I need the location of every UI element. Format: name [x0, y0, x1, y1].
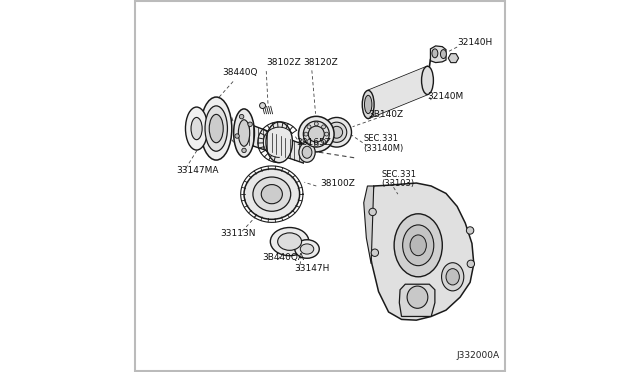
Text: 33147MA: 33147MA	[177, 166, 219, 175]
Ellipse shape	[209, 114, 223, 143]
Ellipse shape	[307, 125, 311, 129]
Text: 32140H: 32140H	[457, 38, 492, 47]
Ellipse shape	[307, 140, 311, 143]
Ellipse shape	[322, 118, 351, 147]
Ellipse shape	[440, 49, 446, 58]
Ellipse shape	[326, 122, 347, 142]
Ellipse shape	[324, 132, 328, 136]
Ellipse shape	[467, 260, 474, 267]
Ellipse shape	[442, 263, 464, 291]
Ellipse shape	[364, 95, 372, 113]
Text: (33103): (33103)	[381, 179, 414, 188]
Ellipse shape	[260, 103, 266, 109]
Ellipse shape	[394, 214, 442, 277]
Ellipse shape	[304, 132, 308, 136]
Ellipse shape	[278, 233, 301, 250]
Ellipse shape	[239, 115, 244, 119]
Ellipse shape	[261, 185, 282, 204]
Polygon shape	[399, 284, 435, 317]
Ellipse shape	[314, 142, 318, 147]
Ellipse shape	[295, 240, 319, 258]
Ellipse shape	[322, 140, 326, 143]
Ellipse shape	[403, 225, 434, 266]
Text: 3B440QA: 3B440QA	[262, 253, 305, 262]
Text: (33140M): (33140M)	[364, 144, 404, 153]
Ellipse shape	[191, 118, 202, 140]
Polygon shape	[364, 186, 374, 264]
Text: 33113N: 33113N	[221, 229, 256, 238]
Ellipse shape	[308, 126, 324, 142]
Text: 38165Z: 38165Z	[296, 138, 331, 147]
Ellipse shape	[244, 169, 300, 219]
Ellipse shape	[270, 228, 309, 256]
Ellipse shape	[369, 208, 376, 216]
Text: 33147H: 33147H	[294, 264, 330, 273]
Ellipse shape	[302, 146, 312, 158]
Polygon shape	[448, 54, 459, 62]
Ellipse shape	[432, 49, 438, 58]
Ellipse shape	[314, 122, 318, 126]
Ellipse shape	[303, 121, 330, 147]
Ellipse shape	[467, 227, 474, 234]
Ellipse shape	[238, 120, 250, 146]
Ellipse shape	[186, 107, 208, 150]
Ellipse shape	[410, 235, 426, 256]
Ellipse shape	[235, 134, 239, 138]
Ellipse shape	[205, 106, 227, 151]
Ellipse shape	[248, 122, 252, 126]
Text: 3B140Z: 3B140Z	[368, 110, 403, 119]
Ellipse shape	[242, 148, 246, 153]
Text: 38440Q: 38440Q	[223, 68, 258, 77]
Ellipse shape	[298, 116, 334, 152]
Text: 38102Z: 38102Z	[266, 58, 301, 67]
Ellipse shape	[331, 126, 342, 138]
Text: 32140M: 32140M	[428, 92, 464, 101]
Polygon shape	[368, 66, 428, 119]
Ellipse shape	[407, 286, 428, 308]
Ellipse shape	[266, 122, 292, 163]
Polygon shape	[367, 183, 474, 320]
Ellipse shape	[299, 142, 315, 162]
Ellipse shape	[300, 244, 314, 254]
Text: 38120Z: 38120Z	[303, 58, 338, 67]
Ellipse shape	[371, 249, 378, 256]
Polygon shape	[431, 46, 446, 62]
Text: SEC.331: SEC.331	[381, 170, 416, 179]
Text: J332000A: J332000A	[456, 351, 500, 360]
Ellipse shape	[422, 66, 433, 94]
Ellipse shape	[446, 269, 460, 285]
Ellipse shape	[253, 177, 291, 211]
Polygon shape	[244, 122, 303, 163]
Ellipse shape	[234, 109, 255, 157]
Ellipse shape	[362, 90, 374, 119]
Text: SEC.331: SEC.331	[364, 134, 399, 143]
Ellipse shape	[322, 125, 326, 129]
Ellipse shape	[201, 97, 232, 160]
Text: 38100Z: 38100Z	[320, 179, 355, 188]
